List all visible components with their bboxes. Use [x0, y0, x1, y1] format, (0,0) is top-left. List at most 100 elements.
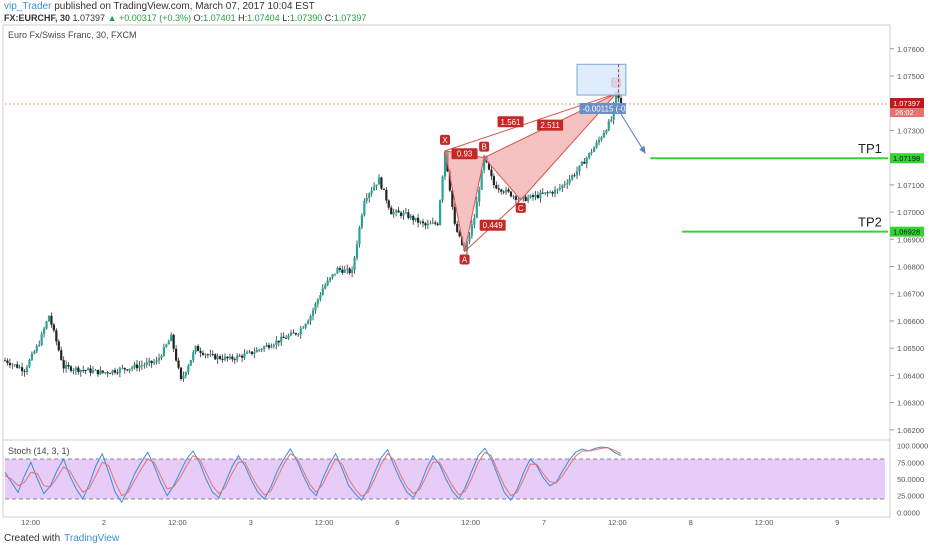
- ratio-label: 0.449: [483, 221, 504, 230]
- candle-body: [573, 175, 576, 177]
- pattern-point-label: X: [442, 136, 448, 145]
- candle-body: [402, 212, 405, 216]
- candle-body: [321, 288, 324, 296]
- symbol-name: FX:EURCHF, 30: [4, 13, 71, 23]
- candle-body: [165, 344, 168, 347]
- candle-body: [267, 345, 271, 348]
- measure-tag: [579, 103, 626, 115]
- pattern-point-label: B: [481, 143, 486, 152]
- candle-body: [23, 371, 26, 373]
- candle-body: [292, 332, 295, 334]
- ratio-label: 0.93: [457, 150, 473, 159]
- candle-body: [412, 215, 415, 221]
- candle-body: [153, 362, 156, 364]
- candle-body: [553, 189, 557, 194]
- candle-body: [87, 368, 90, 371]
- candle-body: [580, 161, 583, 166]
- candle-body: [13, 364, 16, 366]
- price-tick-label: 1.06300: [897, 399, 924, 408]
- candle-body: [140, 365, 143, 367]
- candle-body: [57, 341, 60, 351]
- candle-body: [517, 199, 520, 201]
- price-tick-label: 1.07000: [897, 208, 924, 217]
- candle-body: [143, 364, 146, 366]
- candle-body: [226, 356, 229, 359]
- candle-body: [490, 169, 493, 177]
- candle-body: [304, 323, 307, 328]
- candle-body: [326, 280, 329, 286]
- candle-body: [182, 375, 185, 380]
- chart-canvas[interactable]: Euro Fx/Swiss Franc, 30, FXCM Stoch (14,…: [0, 0, 932, 532]
- candle-body: [417, 217, 420, 223]
- candle-body: [109, 373, 112, 375]
- candle-body: [145, 362, 148, 365]
- candle-body: [11, 364, 14, 366]
- candle-body: [40, 333, 43, 346]
- candle-body: [541, 192, 544, 194]
- projection-arrow-head: [639, 145, 646, 154]
- candle-body: [201, 352, 205, 355]
- candle-body: [6, 360, 9, 364]
- candle-body: [245, 352, 249, 354]
- candle-body: [123, 367, 126, 370]
- price-tick-label: 1.07500: [897, 72, 924, 81]
- candle-body: [47, 315, 51, 322]
- candle-body: [219, 356, 222, 359]
- stoch-d-line: [4, 447, 622, 497]
- candle-body: [571, 175, 574, 179]
- candle-body: [211, 354, 214, 356]
- candle-body: [21, 367, 24, 372]
- candle-body: [358, 227, 361, 245]
- candle-body: [456, 223, 459, 233]
- candle-body: [179, 367, 183, 380]
- candle-body: [194, 346, 197, 353]
- candle-body: [309, 315, 312, 321]
- candle-body: [470, 224, 473, 236]
- ratio-label: 2.511: [540, 121, 560, 130]
- low-value: 1.07390: [289, 13, 323, 23]
- candle-body: [133, 364, 136, 368]
- candle-body: [96, 369, 99, 375]
- candle-body: [341, 269, 344, 273]
- ratio-label: 1.561: [501, 118, 522, 127]
- close-value: 1.07397: [333, 13, 367, 23]
- candle-body: [368, 193, 371, 199]
- candle-body: [111, 370, 114, 374]
- time-tick-label: 6: [395, 518, 399, 527]
- candle-body: [285, 337, 288, 339]
- candle-body: [351, 269, 354, 273]
- candle-body: [487, 162, 491, 170]
- candle-body: [126, 369, 129, 371]
- candle-body: [453, 206, 456, 224]
- close-label: C:: [324, 13, 334, 23]
- candle-body: [135, 364, 139, 369]
- candle-body: [162, 346, 165, 357]
- candle-body: [89, 368, 92, 373]
- chart-frame: [2, 24, 891, 518]
- tp-tag-label: 1.07198: [893, 154, 920, 163]
- candle-body: [287, 335, 290, 339]
- candle-body: [297, 334, 300, 336]
- candle-body: [468, 235, 471, 242]
- candle-body: [33, 351, 36, 354]
- tradingview-logo[interactable]: TradingView: [64, 533, 120, 544]
- candle-body: [206, 354, 209, 356]
- candle-body: [578, 165, 581, 172]
- symbol-change: ▲ +0.00317 (+0.3%): [107, 13, 192, 23]
- price-tick-label: 1.06600: [897, 317, 924, 326]
- author-link[interactable]: vip_Trader: [4, 1, 52, 12]
- candle-body: [512, 196, 515, 198]
- price-tick-label: 1.06900: [897, 235, 924, 244]
- candle-body: [62, 360, 65, 369]
- symbol-price: 1.07397: [72, 13, 106, 23]
- candle-body: [607, 121, 610, 131]
- candle-body: [243, 353, 246, 358]
- symbol-line: FX:EURCHF, 30 1.07397 ▲ +0.00317 (+0.3%)…: [4, 12, 366, 24]
- candle-body: [399, 212, 403, 216]
- footer: Created with TradingView: [4, 533, 119, 544]
- bar-timer-tag: [890, 108, 924, 118]
- candle-body: [55, 330, 58, 342]
- candle-body: [25, 367, 29, 373]
- candle-body: [275, 340, 278, 345]
- candle-body: [473, 218, 476, 225]
